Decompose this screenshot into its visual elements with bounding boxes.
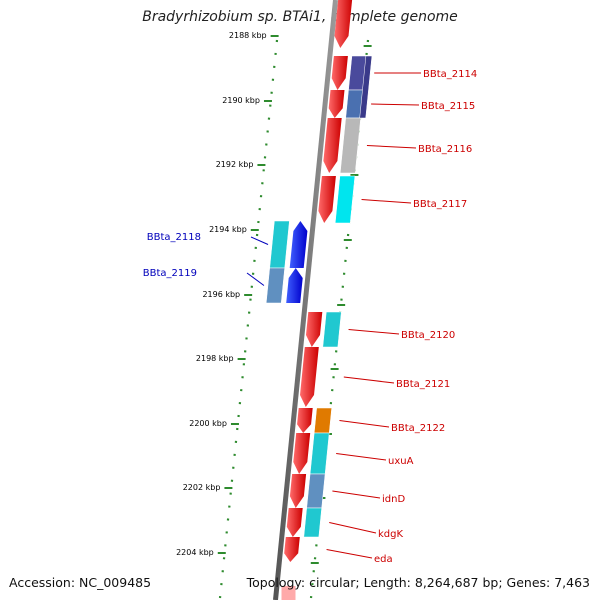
gene-label: BBta_2115 — [421, 101, 475, 112]
kbp-label: 2204 kbp — [176, 548, 214, 557]
gene-label-leader — [366, 145, 417, 149]
gene-label-leader — [332, 490, 381, 499]
kbp-label: 2202 kbp — [183, 483, 221, 492]
kbp-label: 2192 kbp — [216, 160, 254, 169]
gene-label-leader — [329, 522, 377, 534]
gene-label: idnD — [382, 494, 405, 505]
gene-arrow-partial-top — [334, 0, 353, 48]
kbp-label: 2194 kbp — [209, 225, 247, 234]
gene-label-leader — [246, 272, 265, 286]
genome-backbone — [273, 0, 338, 600]
cog-box — [306, 473, 326, 509]
gene-label-leader — [343, 376, 395, 384]
gene-label: BBta_2120 — [401, 330, 455, 341]
gene-arrow — [284, 537, 300, 562]
gene-arrow — [300, 347, 319, 407]
gene-label: kdgK — [378, 529, 403, 540]
gene-label: BBta_2116 — [418, 144, 472, 155]
inner-tick-track — [218, 39, 279, 599]
gene-label-leader — [348, 329, 400, 335]
gene-label-leader — [336, 453, 387, 461]
gene-label: BBta_2118 — [147, 232, 201, 243]
cog-box — [303, 507, 322, 538]
gene-arrow — [289, 474, 307, 508]
cog-box — [322, 311, 342, 348]
gene-label: BBta_2117 — [413, 199, 467, 210]
kbp-label: 2190 kbp — [222, 96, 260, 105]
gene-label: BBta_2122 — [391, 423, 445, 434]
map-title: Bradyrhizobium sp. BTAi1, complete genom… — [142, 9, 458, 25]
cog-box — [269, 220, 290, 269]
gene-arrow — [323, 118, 342, 173]
accession-text: Accession: NC_009485 — [9, 575, 152, 590]
cog-box — [265, 267, 285, 304]
cog-box — [339, 117, 361, 174]
gene-arrow — [328, 90, 345, 118]
kbp-label: 2188 kbp — [229, 31, 267, 40]
kbp-label: 2196 kbp — [202, 290, 240, 299]
gene-label-leader — [339, 420, 390, 428]
cog-box — [313, 407, 332, 434]
gene-arrow — [286, 508, 303, 537]
gene-label-leader — [361, 199, 412, 204]
gene-label: BBta_2114 — [423, 69, 477, 80]
gene-label: eda — [374, 554, 393, 565]
gene-arrow — [318, 176, 336, 223]
gene-label-leader — [326, 549, 373, 559]
cog-box — [309, 432, 330, 475]
gene-arrow — [297, 408, 313, 433]
gene-arrow — [331, 56, 348, 90]
gene-label: BBta_2119 — [143, 268, 197, 279]
gene-arrow-reverse — [286, 268, 303, 303]
gene-arrow — [293, 433, 311, 474]
genome-summary-text: Topology: circular; Length: 8,264,687 bp… — [246, 575, 590, 590]
cog-box-secondary — [359, 55, 373, 119]
gene-arrow — [306, 312, 323, 347]
gene-label-leader — [250, 236, 269, 245]
gene-arrow-reverse — [289, 221, 308, 268]
gene-arrow-partial-bottom — [281, 586, 296, 600]
gene-label-leader — [371, 103, 420, 106]
gene-label: uxuA — [388, 456, 414, 467]
kbp-label: 2198 kbp — [196, 354, 234, 363]
cog-box — [334, 175, 356, 224]
gene-label: BBta_2121 — [396, 379, 450, 390]
kbp-label: 2200 kbp — [189, 419, 227, 428]
